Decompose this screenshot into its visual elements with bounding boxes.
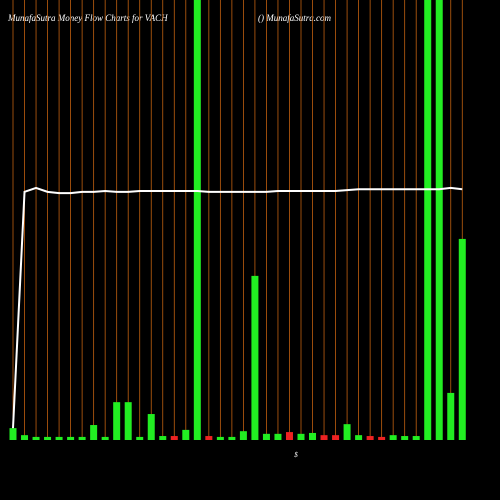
bar (297, 433, 305, 440)
bar (435, 0, 443, 440)
bar (274, 433, 282, 440)
bar (401, 436, 409, 440)
bar (366, 436, 374, 440)
bar (228, 436, 236, 440)
bar (309, 432, 317, 440)
bar (55, 436, 63, 440)
bar (216, 436, 224, 440)
bar (343, 424, 351, 440)
bar (447, 392, 455, 440)
bar (320, 435, 328, 440)
bar (113, 402, 121, 440)
bar (378, 436, 386, 440)
bar (159, 436, 167, 440)
money-flow-line (12, 186, 463, 429)
bar (124, 402, 132, 440)
bar (67, 436, 75, 440)
bar (424, 0, 432, 440)
bar (355, 435, 363, 440)
bar (182, 429, 190, 440)
bar (44, 436, 52, 440)
chart-title: MunafaSutra Money Flow Charts for VACH (7, 13, 168, 23)
bar (332, 435, 340, 440)
x-axis-label: $ (294, 451, 298, 459)
bar (136, 436, 144, 440)
bar (458, 238, 466, 440)
bar (90, 425, 98, 440)
bar (9, 428, 17, 440)
bar (285, 432, 293, 440)
bar (78, 436, 86, 440)
bar (262, 433, 270, 440)
bar (32, 436, 40, 440)
bar (412, 436, 420, 440)
bar (239, 431, 247, 440)
bar (251, 275, 259, 440)
bar (21, 435, 29, 440)
chart-subtitle: () MunafaSutra.com (258, 13, 331, 23)
bar (193, 0, 201, 440)
bar (170, 436, 178, 440)
bar (389, 435, 397, 440)
bar (205, 436, 213, 440)
bar (101, 436, 109, 440)
bar (147, 414, 155, 440)
